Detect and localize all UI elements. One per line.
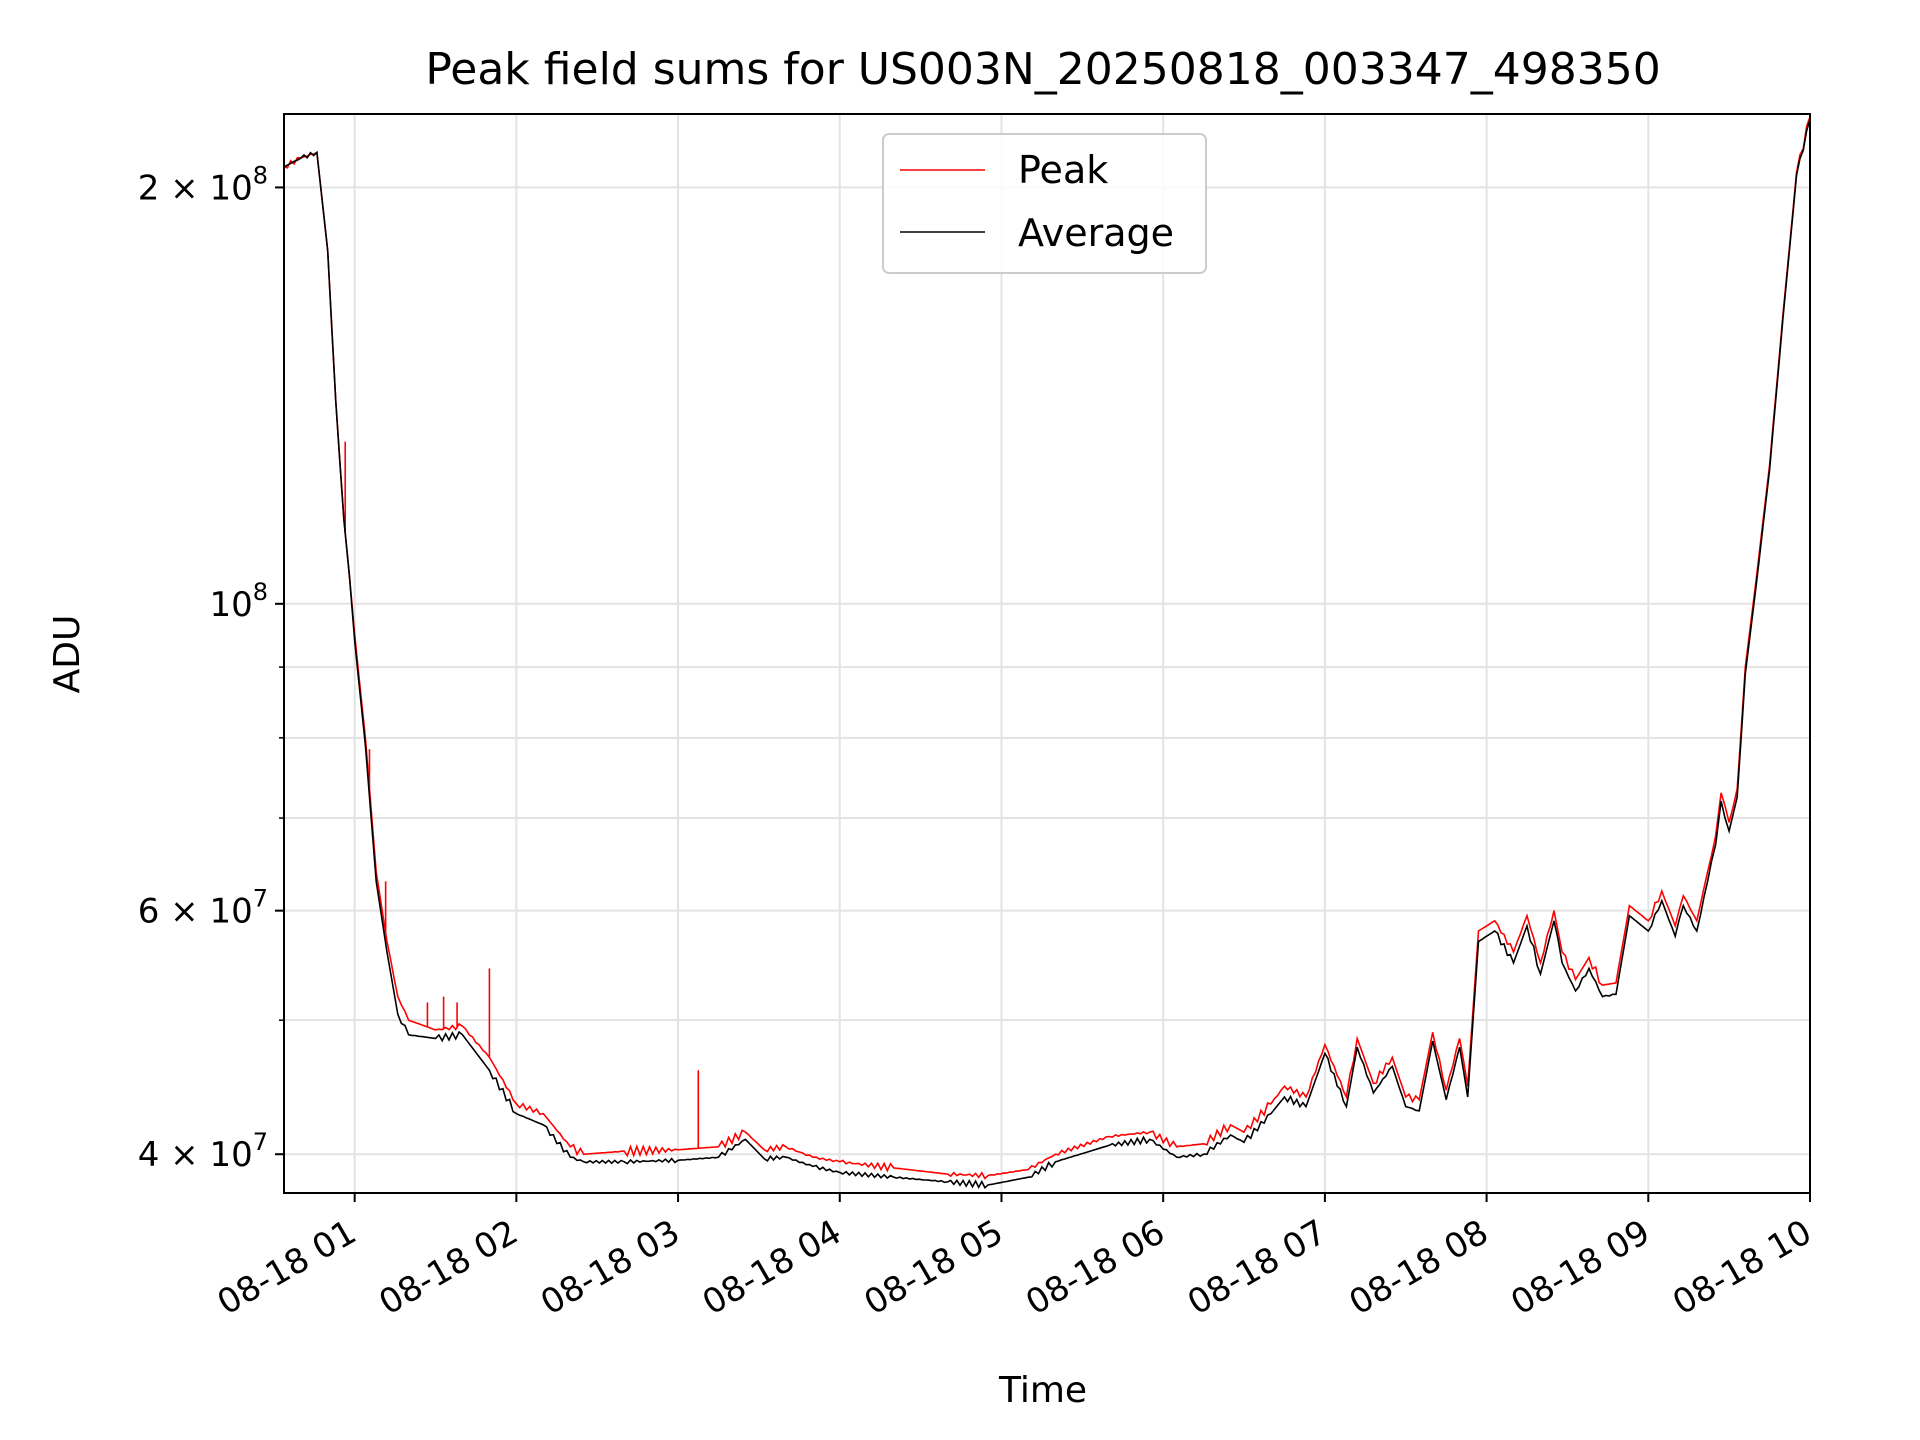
chart-title: Peak field sums for US003N_20250818_0033… xyxy=(425,44,1660,95)
x-tick-label: 08-18 08 xyxy=(1343,1212,1495,1323)
plot-frame xyxy=(283,113,1811,1194)
x-tick-label: 08-18 02 xyxy=(372,1212,524,1323)
grid xyxy=(284,114,1811,1193)
x-tick-label: 08-18 04 xyxy=(696,1212,848,1323)
x-tick-label: 08-18 06 xyxy=(1019,1212,1171,1323)
y-tick-label: 4 × 107 xyxy=(138,1128,268,1175)
y-tick-label: 2 × 108 xyxy=(138,161,268,208)
x-tick-label: 08-18 10 xyxy=(1666,1212,1818,1323)
line-series-average xyxy=(283,119,1811,1190)
y-tick-label: 6 × 107 xyxy=(138,885,268,932)
legend-average-label: Average xyxy=(1018,211,1174,255)
x-tick-label: 08-18 09 xyxy=(1504,1212,1656,1323)
legend: Peak Average xyxy=(882,133,1207,274)
x-tick-label: 08-18 07 xyxy=(1181,1212,1333,1323)
x-tick-label: 08-18 05 xyxy=(858,1212,1010,1323)
series-layer xyxy=(283,116,1811,1190)
y-tick-label: 108 xyxy=(209,578,268,625)
legend-peak-label: Peak xyxy=(1018,148,1108,192)
axes xyxy=(283,113,1811,1194)
y-axis-label: ADU xyxy=(47,615,88,694)
x-tick-label: 08-18 01 xyxy=(211,1212,363,1323)
x-axis-label: Time xyxy=(998,1370,1087,1411)
x-tick-label: 08-18 03 xyxy=(534,1212,686,1323)
line-series-peak xyxy=(283,116,1811,1180)
legend-frame xyxy=(882,133,1207,274)
ticks: 08-18 01 08-18 02 08-18 03 08-18 04 08-18 05… xyxy=(138,161,1819,1323)
